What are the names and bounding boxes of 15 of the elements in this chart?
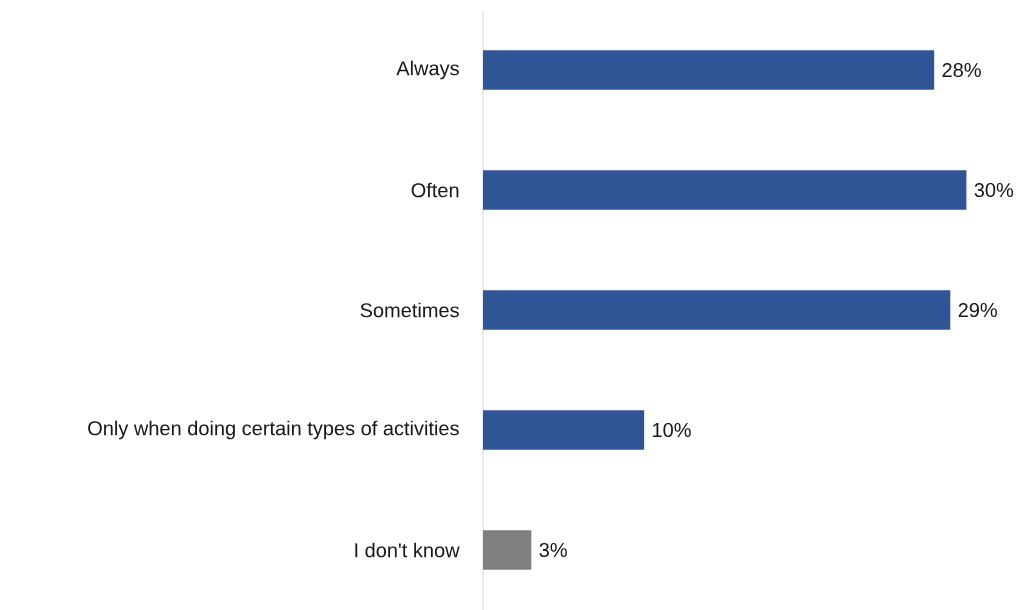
bar bbox=[483, 290, 951, 330]
y-tick-label: I don't know bbox=[355, 542, 460, 558]
y-tick-label: Always bbox=[396, 60, 459, 80]
data-label: 30% bbox=[974, 182, 1014, 198]
bar bbox=[483, 530, 532, 570]
bar bbox=[483, 170, 967, 210]
y-tick-label: Often bbox=[411, 182, 459, 198]
y-tick-label: Sometimes bbox=[360, 302, 459, 318]
bar bbox=[483, 410, 645, 450]
data-label: 28% bbox=[942, 62, 981, 78]
data-label: 29% bbox=[958, 302, 997, 318]
y-tick-label: Only when doing certain types of activities bbox=[88, 420, 459, 440]
bar bbox=[483, 50, 935, 90]
data-label: 10% bbox=[653, 422, 691, 438]
data-label: 3% bbox=[539, 542, 567, 558]
